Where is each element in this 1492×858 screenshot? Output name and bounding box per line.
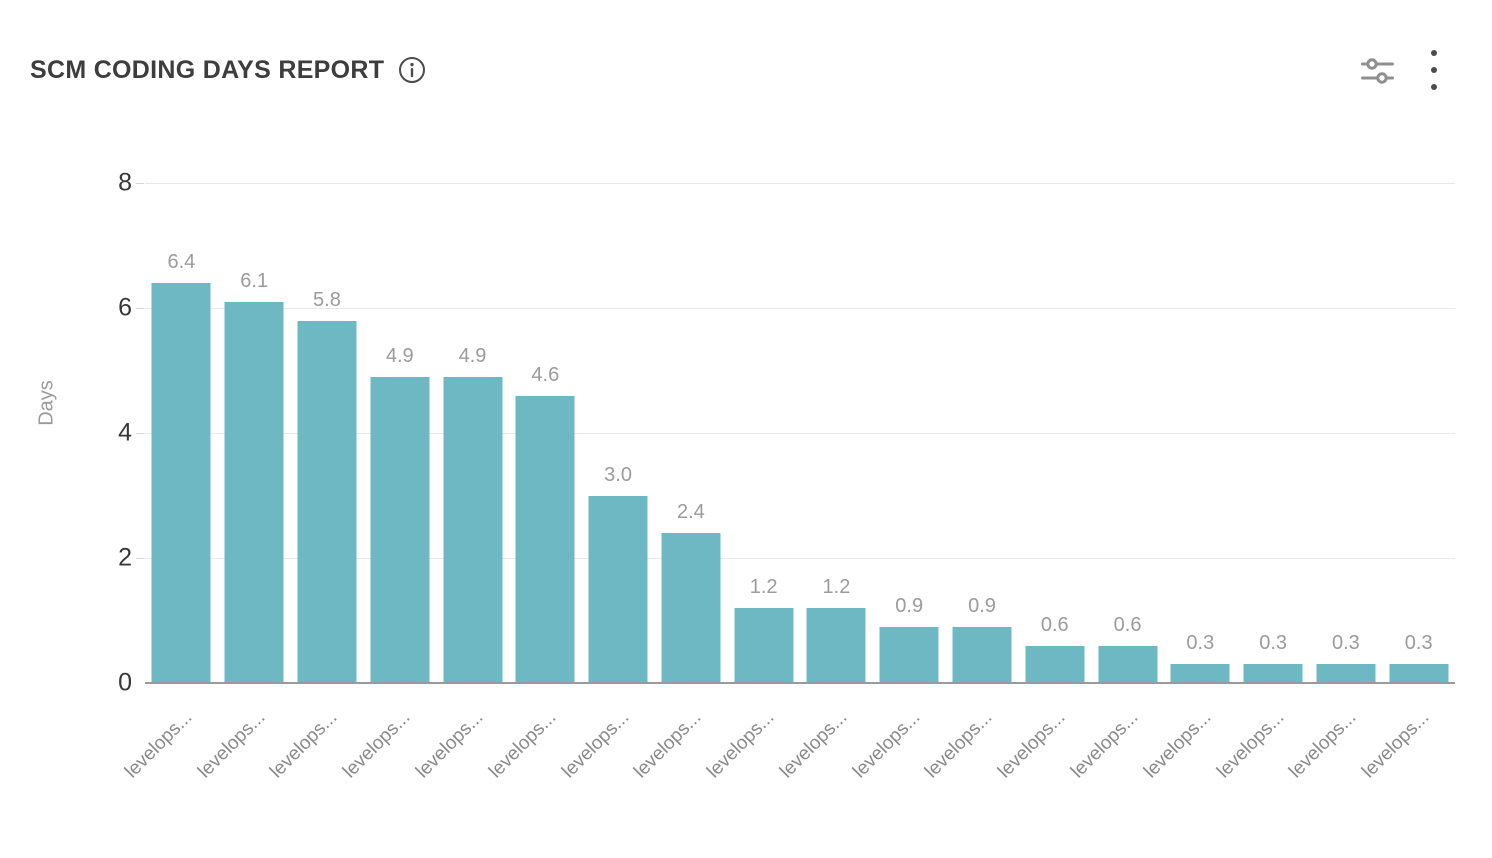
bar-value-label: 0.3 [1331,632,1360,655]
bar-slot: 0.9 levelops... [849,183,946,782]
x-axis-line [145,682,1455,684]
gridline-y8 [136,183,1455,184]
bar-value-label: 0.9 [895,594,924,617]
bar[interactable] [370,376,430,683]
bar-value-label: 0.6 [1113,613,1142,636]
x-tick-label: levelops... [339,707,415,783]
bar-value-label: 4.9 [385,344,414,367]
bar[interactable] [1243,664,1303,683]
x-tick-label: levelops... [1285,707,1361,783]
bar-slot: 0.3 levelops... [1140,183,1237,782]
y-tick-mark [136,558,144,559]
x-tick-label: levelops... [193,707,270,783]
x-tick-label: levelops... [848,707,925,783]
bar-value-label: 3.0 [604,463,632,486]
bar[interactable] [1025,645,1085,683]
x-tick-label: levelops... [994,707,1070,783]
y-axis-title: Days [35,380,58,426]
bar[interactable] [1389,664,1449,683]
y-tick-mark [136,308,144,309]
x-tick-label: levelops... [1358,707,1434,783]
bar[interactable] [151,283,211,683]
y-tick-label: 6 [118,293,132,322]
bar-slot: 0.6 levelops... [994,183,1091,782]
bar-slot: 6.4 levelops... [121,183,218,782]
filter-sliders-icon[interactable] [1361,57,1394,84]
bar-value-label: 0.3 [1186,632,1215,655]
bar-slot: 5.8 levelops... [266,183,364,782]
x-tick-label: levelops... [557,707,633,783]
bar-value-label: 1.2 [822,576,851,598]
y-tick-mark [136,433,144,434]
bar-slot: 4.9 levelops... [339,183,436,782]
x-tick-label: levelops... [120,707,197,783]
x-tick-label: levelops... [266,707,342,783]
bar-slot: 3.0 levelops... [558,183,655,782]
bar-value-label: 2.4 [676,501,705,523]
x-tick-label: levelops... [484,707,561,783]
bar-value-label: 0.3 [1404,632,1433,655]
bar-value-label: 6.4 [167,251,196,273]
gridline-y6 [136,308,1455,309]
gridline-y2 [136,558,1455,559]
y-tick-label: 0 [118,668,132,697]
bar-value-label: 1.2 [749,576,778,598]
title-row: SCM CODING DAYS REPORT [30,56,426,85]
bar[interactable] [1098,645,1158,683]
bar-value-label: 4.9 [458,344,487,367]
x-tick-label: levelops... [1067,707,1143,783]
bar-value-label: 6.1 [240,269,269,292]
x-tick-label: levelops... [412,707,488,783]
y-tick-mark [136,183,144,184]
plot-area: 6.4 levelops... 6.1 levelops... 5.8 levelops.… [118,169,1455,782]
bar-value-label: 0.6 [1040,613,1069,636]
y-tick-label: 2 [118,543,132,572]
bar-slot: 4.9 levelops... [412,183,509,782]
x-tick-label: levelops... [1212,707,1288,783]
bar-slot: 0.6 levelops... [1067,183,1164,782]
x-tick-label: levelops... [1139,707,1216,783]
kebab-menu-icon[interactable] [1430,49,1438,91]
x-tick-label: levelops... [703,707,779,783]
bar-value-label: 0.9 [968,594,996,617]
bars-container: 6.4 levelops... 6.1 levelops... 5.8 levelops.… [121,183,1455,782]
bar-value-label: 4.6 [531,363,560,386]
bar-slot: 0.9 levelops... [921,183,1019,782]
bar[interactable] [661,533,721,683]
bar[interactable] [1316,664,1376,683]
bar[interactable] [443,376,503,683]
page-title: SCM CODING DAYS REPORT [30,55,385,84]
header-actions [1361,49,1438,91]
bar[interactable] [879,626,939,683]
bar[interactable] [297,320,357,683]
bar[interactable] [1170,664,1230,683]
bar[interactable] [224,301,284,683]
x-tick-label: levelops... [921,707,997,783]
bar[interactable] [515,395,575,683]
widget-header: SCM CODING DAYS REPORT [30,50,1438,90]
bar[interactable] [734,608,794,683]
bar-slot: 0.3 levelops... [1358,183,1455,782]
bar-slot: 1.2 levelops... [703,183,800,782]
bar-slot: 1.2 levelops... [776,183,873,782]
info-icon[interactable] [398,56,426,84]
bar-slot: 0.3 levelops... [1285,183,1383,782]
x-tick-label: levelops... [775,707,852,783]
bar-slot: 2.4 levelops... [630,183,727,782]
bar[interactable] [588,495,648,683]
bar-value-label: 0.3 [1259,632,1288,655]
bar[interactable] [952,626,1012,683]
y-tick-label: 4 [118,418,132,447]
bar-slot: 6.1 levelops... [194,183,291,782]
bar[interactable] [806,608,866,683]
x-tick-label: levelops... [630,707,706,783]
y-tick-label: 8 [118,168,132,197]
bar-slot: 4.6 levelops... [485,183,582,782]
bar-value-label: 5.8 [313,288,341,311]
bar-slot: 0.3 levelops... [1213,183,1310,782]
gridline-y4 [136,433,1455,434]
